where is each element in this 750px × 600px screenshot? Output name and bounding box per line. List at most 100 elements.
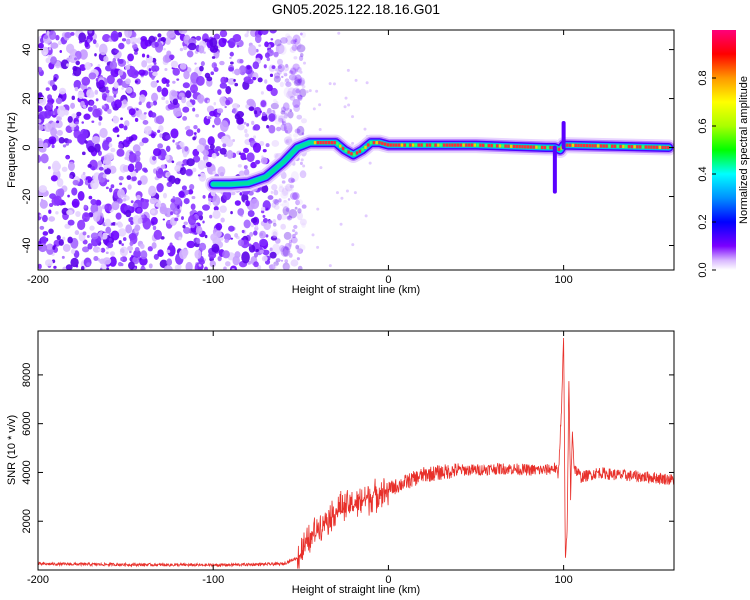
noise-blob — [285, 207, 290, 212]
noise-blob — [295, 245, 302, 254]
noise-blob — [139, 94, 146, 103]
noise-blob — [38, 111, 48, 120]
ridge-core — [361, 148, 364, 152]
noise-blob — [280, 106, 286, 113]
noise-blob — [237, 164, 242, 168]
noise-blob — [52, 112, 56, 116]
colorbar-tick-label: 0.6 — [697, 118, 709, 133]
noise-blob — [296, 199, 303, 206]
noise-blob — [211, 56, 216, 59]
noise-blob — [187, 215, 197, 226]
ridge-core — [613, 144, 617, 148]
noise-blob — [43, 122, 53, 132]
noise-blob — [67, 161, 75, 171]
noise-blob — [184, 146, 189, 152]
x-tick-label: -200 — [27, 574, 49, 586]
noise-blob — [74, 57, 78, 61]
noise-blob — [94, 53, 97, 57]
noise-blob — [290, 67, 297, 75]
noise-blob — [174, 177, 181, 185]
noise-blob — [298, 77, 306, 87]
noise-blob — [148, 263, 153, 269]
noise-blob — [126, 136, 129, 141]
noise-blob — [140, 250, 148, 260]
noise-blob — [150, 102, 154, 107]
noise-blob — [109, 251, 116, 257]
noise-blob — [287, 198, 291, 201]
noise-blob — [181, 185, 187, 191]
noise-blob — [253, 261, 259, 268]
noise-blob — [130, 200, 134, 204]
noise-blob — [152, 225, 157, 231]
noise-blob — [210, 71, 215, 76]
ridge-core — [325, 141, 328, 145]
noise-blob — [48, 46, 52, 51]
noise-blob — [286, 90, 294, 99]
noise-blob — [67, 236, 73, 244]
noise-blob — [48, 136, 57, 145]
noise-blob — [166, 50, 172, 57]
ridge-core — [650, 145, 653, 149]
noise-blob — [208, 197, 212, 202]
ridge-core — [591, 144, 594, 148]
x-tick-label: -100 — [202, 574, 224, 586]
noise-blob — [248, 243, 252, 247]
noise-blob — [219, 96, 227, 105]
noise-blob — [132, 256, 140, 265]
noise-blob — [74, 86, 79, 92]
noise-blob — [159, 259, 168, 269]
noise-blob — [130, 36, 138, 45]
noise-blob — [288, 239, 293, 244]
ridge-core — [557, 147, 561, 151]
ridge-core — [594, 144, 597, 148]
noise-blob — [67, 194, 70, 198]
noise-blob — [152, 71, 158, 77]
noise-blob — [301, 204, 307, 209]
noise-blob — [95, 199, 102, 207]
noise-blob — [150, 133, 156, 139]
noise-blob — [82, 171, 86, 175]
ridge-core — [610, 144, 614, 148]
noise-blob — [56, 129, 63, 136]
noise-blob — [301, 222, 306, 228]
noise-blob — [252, 76, 257, 81]
noise-blob — [198, 259, 205, 265]
noise-blob — [187, 42, 197, 51]
noise-blob — [172, 80, 176, 84]
noise-blob — [142, 120, 149, 125]
noise-blob — [105, 89, 110, 94]
noise-blob — [287, 250, 292, 254]
ridge-core — [630, 145, 633, 149]
noise-blob — [84, 41, 89, 48]
noise-blob — [266, 84, 273, 92]
noise-blob — [70, 257, 79, 268]
noise-blob — [82, 239, 88, 245]
noise-blob — [293, 224, 298, 229]
noise-blob — [224, 239, 229, 243]
noise-blob — [261, 206, 266, 211]
ridge-core — [414, 143, 418, 147]
noise-blob — [236, 116, 244, 125]
noise-blob — [157, 143, 164, 149]
noise-blob — [202, 149, 209, 157]
noise-blob — [175, 210, 178, 214]
noise-blob — [165, 135, 171, 140]
ridge-core — [473, 143, 477, 147]
noise-blob — [211, 62, 218, 69]
ridge-core — [510, 144, 513, 148]
noise-blob — [237, 208, 245, 216]
noise-blob — [114, 49, 119, 54]
noise-blob — [209, 143, 215, 151]
noise-blob — [119, 246, 129, 257]
noise-blob — [166, 258, 173, 266]
noise-blob — [282, 185, 290, 195]
noise-blob — [283, 79, 291, 86]
noise-blob — [261, 210, 265, 214]
noise-blob — [71, 95, 75, 101]
ridge-core — [425, 143, 429, 147]
noise-blob — [294, 41, 302, 50]
noise-blob — [285, 33, 291, 39]
noise-blob — [105, 186, 109, 190]
noise-blob — [216, 107, 224, 114]
noise-dot — [301, 174, 305, 178]
